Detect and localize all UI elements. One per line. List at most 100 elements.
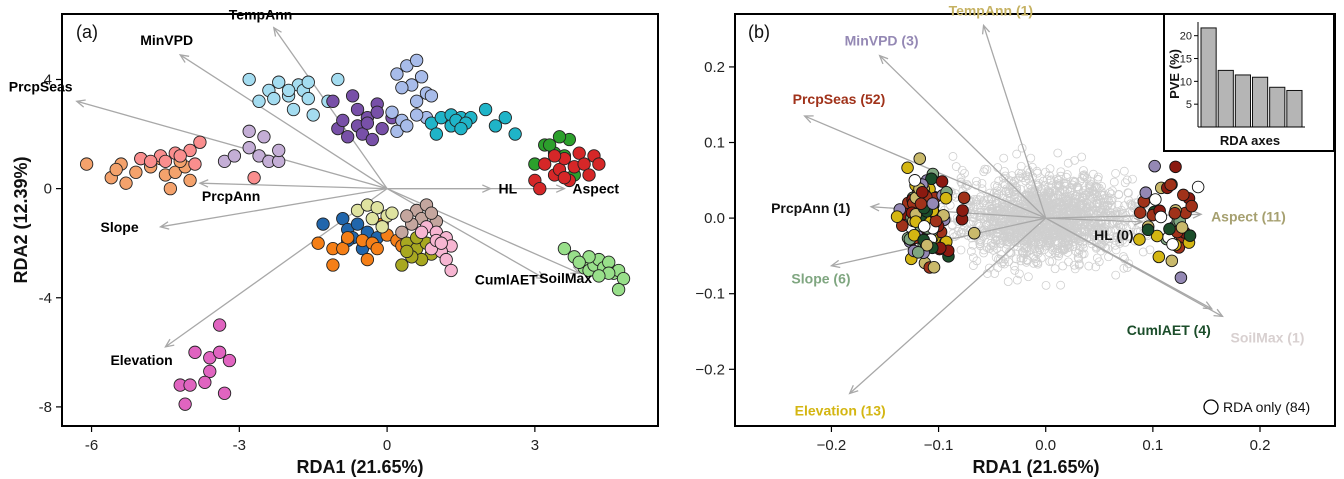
vector-label-cumlaet: CumlAET <box>475 272 538 288</box>
sample-point <box>302 76 314 88</box>
sample-point <box>583 169 595 181</box>
panel-a-y-axis-title: RDA2 (12.39%) <box>11 156 31 283</box>
sample-point <box>327 259 339 271</box>
candidate-snp-point <box>891 211 903 223</box>
sample-point <box>376 221 388 233</box>
vector-label-tempann: TempAnn <box>229 7 293 23</box>
sample-point <box>258 131 270 143</box>
panel-b-x-axis-title: RDA1 (21.65%) <box>972 457 1099 477</box>
vector-label-aspect: Aspect (11) <box>1211 208 1286 224</box>
vector-label-cumlaet: CumlAET (4) <box>1127 322 1211 338</box>
sample-point <box>184 174 196 186</box>
panel-a-y-tick-label: -4 <box>39 290 52 307</box>
sample-point <box>194 136 206 148</box>
sample-point <box>534 182 546 194</box>
sample-point <box>539 158 551 170</box>
panel-a-y-tick-label: 4 <box>44 71 52 88</box>
sample-point <box>593 270 605 282</box>
panel-a-x-axis-title: RDA1 (21.65%) <box>296 457 423 477</box>
sample-point <box>213 319 225 331</box>
vector-label-prcpann: PrcpAnn (1) <box>771 200 850 216</box>
inset-y-tick-label: 20 <box>1180 31 1192 43</box>
sample-point <box>351 103 363 115</box>
sample-point <box>213 346 225 358</box>
sample-point <box>386 207 398 219</box>
candidate-snp-point <box>1192 181 1204 193</box>
sample-point <box>376 122 388 134</box>
candidate-snp-point <box>1153 251 1165 263</box>
sample-point <box>273 76 285 88</box>
panel-b-y-tick-label: −0.2 <box>695 361 725 378</box>
sample-point <box>386 106 398 118</box>
sample-point <box>273 144 285 156</box>
inset-bar <box>1201 28 1216 127</box>
sample-point <box>445 264 457 276</box>
vector-label-aspect: Aspect <box>572 181 619 197</box>
sample-point <box>479 103 491 115</box>
inset-bar <box>1253 77 1268 127</box>
vector-label-minvpd: MinVPD (3) <box>845 33 919 49</box>
panel-b-x-tick-label: 0.2 <box>1250 437 1271 454</box>
sample-point <box>223 354 235 366</box>
sample-point <box>164 182 176 194</box>
sample-point <box>268 92 280 104</box>
candidate-snp-point <box>1155 211 1167 223</box>
sample-point <box>120 177 132 189</box>
sample-point <box>558 242 570 254</box>
legend-rda-only-symbol <box>1204 400 1218 414</box>
candidate-snp-point <box>1134 234 1146 246</box>
sample-point <box>287 103 299 115</box>
panel-b-x-tick-label: 0.0 <box>1035 437 1056 454</box>
candidate-snp-point <box>1175 272 1187 284</box>
sample-point <box>548 150 560 162</box>
sample-point <box>337 114 349 126</box>
candidate-snp-point <box>928 261 940 273</box>
panel-b-x-tick-label: 0.1 <box>1142 437 1163 454</box>
vector-label-soilmax: SoilMax (1) <box>1231 329 1305 345</box>
sample-point <box>174 150 186 162</box>
sample-point <box>499 111 511 123</box>
sample-point <box>401 210 413 222</box>
candidate-snp-point <box>1178 189 1190 201</box>
sample-point <box>341 131 353 143</box>
sample-point <box>410 109 422 121</box>
sample-point <box>243 125 255 137</box>
candidate-snp-point <box>1184 230 1196 242</box>
sample-point <box>489 120 501 132</box>
sample-point <box>455 122 467 134</box>
sample-point <box>573 256 585 268</box>
sample-point <box>361 117 373 129</box>
sample-point <box>243 73 255 85</box>
sample-point <box>346 90 358 102</box>
sample-point <box>366 133 378 145</box>
panel-a-x-tick-label: 3 <box>531 437 539 454</box>
candidate-snp-point <box>909 174 921 186</box>
panel-b-y-tick-label: 0.0 <box>704 210 725 227</box>
candidate-snp-point <box>1170 161 1182 173</box>
sample-point <box>248 172 260 184</box>
legend-rda-only-label: RDA only (84) <box>1223 399 1310 415</box>
vector-label-slope: Slope <box>101 219 139 235</box>
pve-inset: 5101520 RDA axes PVE (%) <box>1164 14 1334 151</box>
vector-label-minvpd: MinVPD <box>140 32 193 48</box>
vector-label-soilmax: SoilMax <box>539 270 592 286</box>
sample-point <box>189 346 201 358</box>
sample-point <box>282 84 294 96</box>
sample-point <box>317 218 329 230</box>
sample-point <box>243 141 255 153</box>
candidate-snp-point <box>902 162 914 174</box>
panel-b: TempAnn (1)MinVPD (3)PrcpSeas (52)PrcpAn… <box>695 2 1335 477</box>
sample-point <box>361 253 373 265</box>
sample-point <box>130 166 142 178</box>
sample-point <box>312 237 324 249</box>
sample-point <box>396 259 408 271</box>
sample-point <box>415 226 427 238</box>
candidate-snp-point <box>957 205 969 217</box>
sample-point <box>509 128 521 140</box>
candidate-snp-point <box>958 192 970 204</box>
sample-point <box>184 379 196 391</box>
sample-point <box>425 207 437 219</box>
candidate-snp-point <box>940 192 952 204</box>
sample-point <box>391 68 403 80</box>
